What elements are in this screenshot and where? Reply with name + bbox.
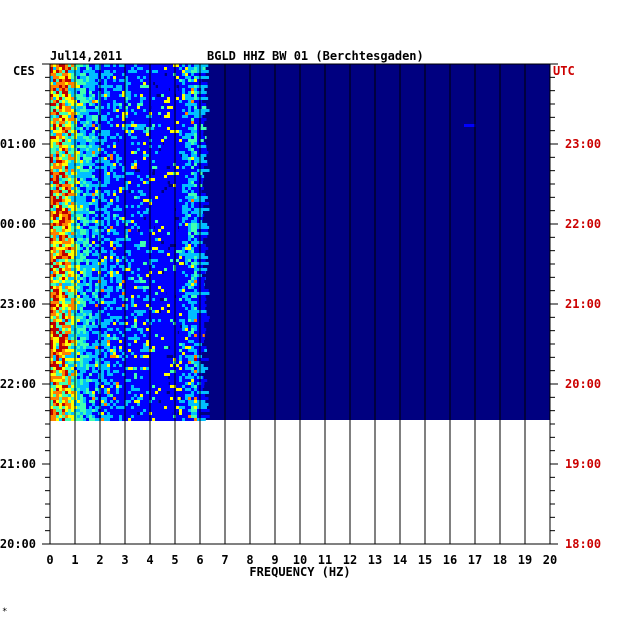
chart-date: Jul14,2011 (50, 49, 122, 63)
x-tick-label: 6 (196, 553, 203, 567)
left-tick-label: 20:00 (0, 537, 36, 551)
right-tick-label: 19:00 (565, 457, 601, 471)
x-tick-label: 9 (271, 553, 278, 567)
axes: 0 1 2 3 4 5 6 7 8 9 10 11 12 13 14 15 16 17 18 19 2001:0000:… (0, 63, 601, 567)
right-tick-label: 21:00 (565, 297, 601, 311)
corner-mark: * (2, 607, 7, 617)
right-axis-label: UTC (553, 64, 575, 78)
chart-title: BGLD HHZ BW 01 (Berchtesgaden) (207, 49, 424, 63)
right-tick-label: 18:00 (565, 537, 601, 551)
x-tick-label: 20 (543, 553, 557, 567)
x-tick-label: 5 (171, 553, 178, 567)
x-axis-label: FREQUENCY (HZ) (249, 565, 350, 579)
left-tick-label: 01:00 (0, 137, 36, 151)
x-tick-label: 1 (71, 553, 78, 567)
left-tick-label: 00:00 (0, 217, 36, 231)
left-tick-label: 21:00 (0, 457, 36, 471)
x-tick-label: 8 (246, 553, 253, 567)
x-tick-label: 18 (493, 553, 507, 567)
x-tick-label: 11 (318, 553, 332, 567)
right-tick-label: 20:00 (565, 377, 601, 391)
x-tick-label: 0 (46, 553, 53, 567)
x-tick-label: 17 (468, 553, 482, 567)
x-tick-label: 13 (368, 553, 382, 567)
x-tick-label: 3 (121, 553, 128, 567)
x-tick-label: 2 (96, 553, 103, 567)
x-tick-label: 14 (393, 553, 407, 567)
left-tick-label: 23:00 (0, 297, 36, 311)
left-axis-label: CES (13, 64, 35, 78)
left-tick-label: 22:00 (0, 377, 36, 391)
x-tick-label: 10 (293, 553, 307, 567)
x-tick-label: 15 (418, 553, 432, 567)
x-tick-label: 4 (146, 553, 153, 567)
right-tick-label: 22:00 (565, 217, 601, 231)
x-tick-label: 7 (221, 553, 228, 567)
right-tick-label: 23:00 (565, 137, 601, 151)
x-tick-label: 16 (443, 553, 457, 567)
x-tick-label: 19 (518, 553, 532, 567)
x-tick-label: 12 (343, 553, 357, 567)
